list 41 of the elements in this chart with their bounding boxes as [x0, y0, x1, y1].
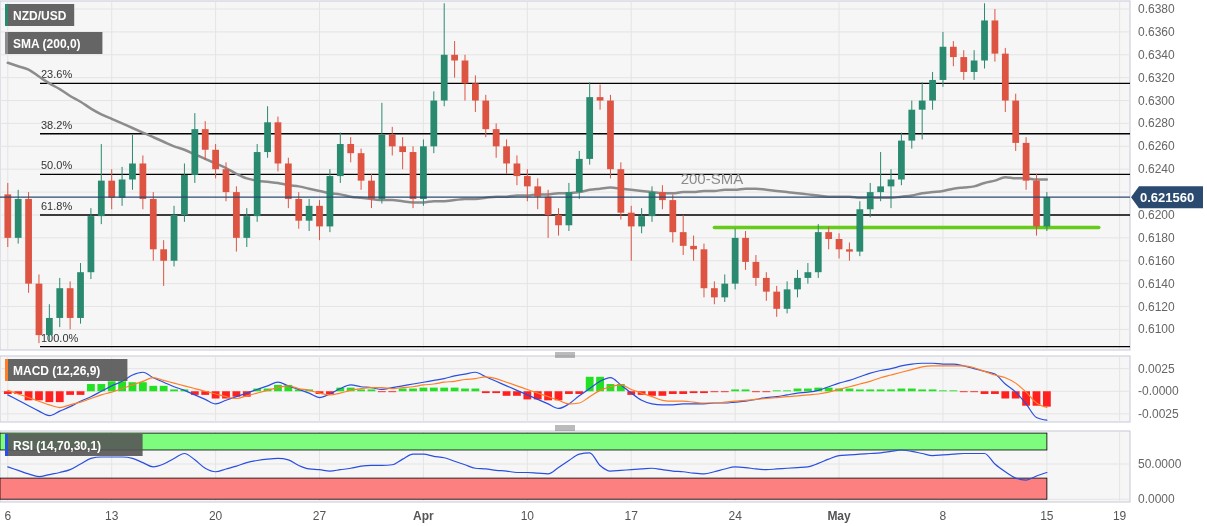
- y-tick-label: 0.6100: [1138, 322, 1176, 337]
- y-tick-label: 0.0025: [1138, 361, 1176, 376]
- x-tick-label: 27: [312, 509, 327, 523]
- x-tick-label: 17: [624, 509, 639, 523]
- y-tick-label: -0.0025: [1138, 406, 1180, 421]
- annotation: 23.6%: [41, 68, 73, 81]
- x-tick-label: 19: [1112, 509, 1127, 523]
- text: RSI (14,70,30,1): [13, 439, 102, 453]
- annotation: 61.8%: [41, 199, 73, 212]
- y-tick-label: 0.6140: [1138, 276, 1176, 291]
- legend-label: SMA (200,0): [13, 37, 81, 51]
- x-tick-label: 10: [520, 509, 535, 523]
- y-tick-label: 0.6360: [1138, 24, 1176, 39]
- y-tick-label: 0.6180: [1138, 230, 1176, 245]
- x-tick-label: May: [827, 509, 852, 523]
- y-tick-label: 0.6120: [1138, 299, 1176, 314]
- y-tick-label: 50.0000: [1138, 457, 1182, 472]
- x-tick-label: 6: [4, 509, 12, 523]
- annotation: 200-SMA: [680, 169, 744, 187]
- y-tick-label: 0.6200: [1138, 207, 1176, 222]
- text: NZD/USD: [13, 9, 67, 23]
- x-tick-label: 24: [728, 509, 743, 523]
- y-tick-label: 0.6340: [1138, 47, 1176, 62]
- ref-line-label: 0.621560: [1140, 190, 1195, 206]
- y-tick-label: 0.6380: [1138, 2, 1176, 17]
- y-tick-label: 0.6280: [1138, 116, 1176, 131]
- annotation: 50.0%: [41, 159, 73, 172]
- y-tick-label: 0.0000: [1138, 492, 1176, 507]
- y-tick-label: 0.6260: [1138, 139, 1176, 154]
- y-tick-label: 0.6320: [1138, 70, 1176, 85]
- x-tick-label: 15: [1040, 509, 1054, 523]
- y-tick-label: 0.6160: [1138, 253, 1176, 268]
- annotation: 38.2%: [41, 118, 73, 131]
- x-tick-label: 8: [939, 509, 947, 523]
- y-tick-label: -0.0000: [1138, 384, 1180, 399]
- y-tick-label: 0.6240: [1138, 162, 1176, 177]
- text: MACD (12,26,9): [13, 364, 101, 378]
- x-tick-label: 13: [105, 509, 119, 523]
- x-tick-label: 20: [208, 509, 223, 523]
- y-tick-label: 0.6300: [1138, 93, 1176, 108]
- x-tick-label: Apr: [413, 509, 435, 523]
